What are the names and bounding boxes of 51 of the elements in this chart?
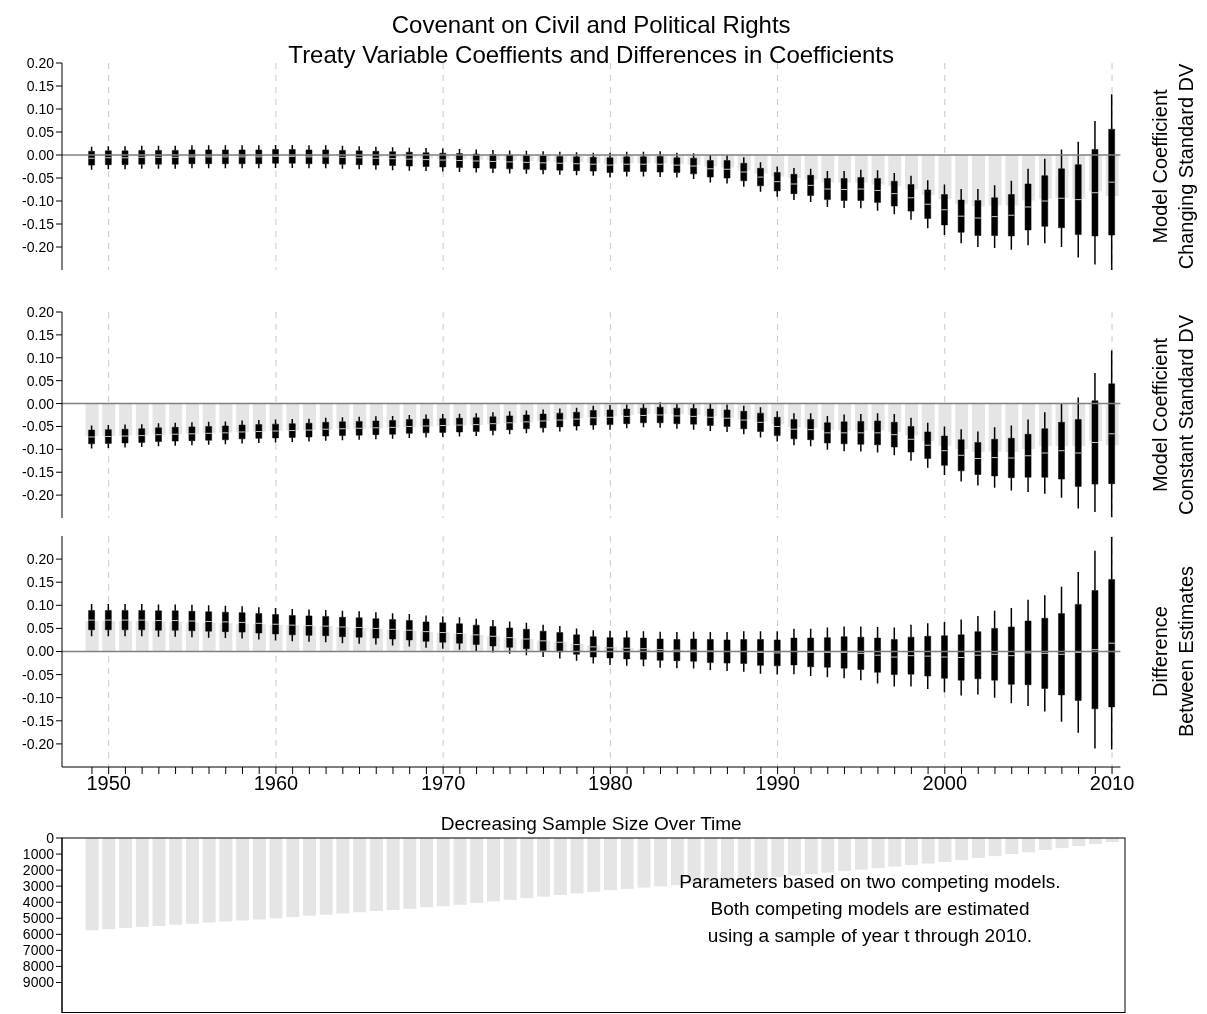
y-tick-label: 7000 (22, 942, 55, 959)
y-tick-label: 0 (46, 829, 55, 846)
y-tick-label: 0.00 (26, 643, 55, 660)
y-tick-label: -0.20 (22, 487, 55, 504)
y-tick-label: 0.10 (26, 349, 55, 366)
y-tick-label: 0.15 (26, 77, 55, 94)
y-tick-label: 8000 (22, 958, 55, 975)
y-tick-label: 0.10 (26, 100, 55, 117)
y-axis-title: Model Coefficient Constant Standard DV (1149, 314, 1197, 516)
y-tick-label: 0.05 (26, 123, 55, 140)
y-tick-label: -0.20 (22, 735, 55, 752)
y-axis-title: Model Coefficient Changing Standard DV (1149, 63, 1197, 270)
y-tick-label: -0.10 (22, 192, 55, 209)
y-tick-label: -0.05 (22, 666, 55, 683)
y-tick-label: 0.15 (26, 574, 55, 591)
y-tick-label: 0.15 (26, 326, 55, 343)
y-tick-label: -0.15 (22, 464, 55, 481)
y-tick-label: -0.15 (22, 215, 55, 232)
y-tick-label: 0.00 (26, 146, 55, 163)
x-tick-label: 1960 (253, 772, 299, 795)
y-tick-label: 0.20 (26, 551, 55, 568)
x-tick-label: 2000 (922, 772, 968, 795)
x-tick-label: 1950 (86, 772, 131, 795)
y-axis-title: Difference Between Estimates (1149, 565, 1197, 738)
y-tick-label: 4000 (22, 894, 55, 911)
y-tick-label: -0.10 (22, 689, 55, 706)
y-tick-label: 0.05 (26, 620, 55, 637)
y-tick-label: 5000 (22, 910, 55, 927)
y-tick-label: 1000 (22, 846, 55, 863)
x-tick-label: 2010 (1089, 772, 1135, 795)
y-tick-label: 0.00 (26, 395, 55, 412)
y-tick-label: 3000 (22, 878, 55, 895)
chart-title: Decreasing Sample Size Over Time (440, 813, 742, 834)
chart-title: Covenant on Civil and Political Rights (391, 11, 791, 38)
y-tick-label: -0.10 (22, 441, 55, 458)
y-tick-label: -0.20 (22, 238, 55, 255)
y-tick-label: 0.20 (26, 54, 55, 71)
y-tick-label: -0.05 (22, 418, 55, 435)
annotation: Parameters based on two competing models. Both competing models are estimated using a sample of year t through 2010. (679, 871, 1061, 946)
y-tick-label: 0.05 (26, 372, 55, 389)
x-tick-label: 1990 (755, 772, 800, 795)
y-tick-label: 0.10 (26, 597, 55, 614)
y-tick-label: 6000 (22, 926, 55, 943)
y-tick-label: 0.20 (26, 303, 55, 320)
y-tick-label: 2000 (22, 862, 55, 879)
chart-subtitle: Treaty Variable Coeffients and Differences in Coefficients (288, 41, 895, 68)
y-tick-label: -0.15 (22, 712, 55, 729)
x-tick-label: 1980 (588, 772, 633, 795)
x-tick-label: 1970 (420, 772, 466, 795)
y-tick-label: 9000 (22, 974, 55, 991)
y-tick-label: -0.05 (22, 169, 55, 186)
